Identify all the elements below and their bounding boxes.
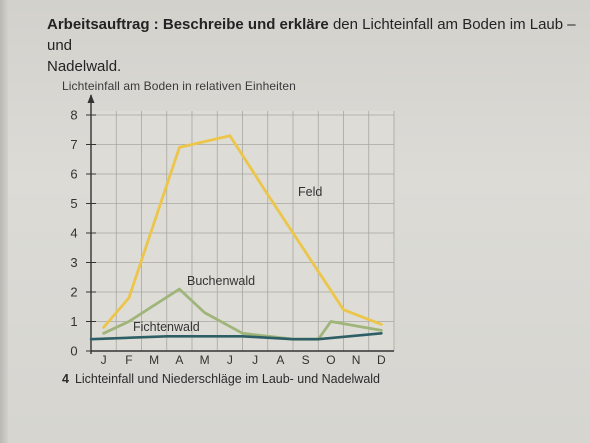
- task-label: Arbeitsauftrag :: [47, 16, 159, 33]
- y-axis-arrow-icon: [87, 94, 95, 103]
- x-tick-label: J: [101, 353, 107, 367]
- y-tick-label: 8: [70, 108, 77, 123]
- y-tick-label: 5: [70, 196, 77, 211]
- task-instruction: Arbeitsauftrag : Beschreibe und erkläre …: [47, 14, 587, 77]
- x-tick-label: D: [377, 353, 386, 367]
- x-tick-label: F: [125, 353, 132, 367]
- x-tick-label: O: [326, 353, 335, 367]
- figure-caption: 4 Lichteinfall und Niederschläge im Laub-…: [62, 372, 380, 386]
- x-tick-label: M: [149, 353, 159, 367]
- caption-text: Lichteinfall und Niederschläge im Laub- …: [74, 372, 381, 386]
- chart-title: Lichteinfall am Boden in relativen Einhe…: [62, 79, 296, 93]
- y-tick-label: 0: [70, 344, 77, 359]
- y-tick-label: 7: [70, 137, 77, 152]
- x-tick-label: A: [276, 353, 284, 367]
- x-tick-label: M: [200, 353, 210, 367]
- x-tick-label: N: [352, 353, 361, 367]
- y-tick-label: 3: [70, 255, 77, 270]
- series-label-feld: Feld: [298, 185, 322, 199]
- x-tick-label: A: [175, 353, 183, 367]
- x-tick-label: S: [302, 353, 310, 367]
- series-label-fichtenwald: Fichtenwald: [133, 320, 200, 334]
- x-tick-label: J: [227, 353, 233, 367]
- y-tick-label: 1: [70, 314, 77, 329]
- task-text-line1: den Lichteinfall am Boden im Laub – und: [47, 16, 576, 54]
- y-tick-label: 2: [70, 285, 77, 300]
- task-text-line2: Nadelwald.: [47, 58, 122, 75]
- series-label-buchenwald: Buchenwald: [187, 274, 255, 288]
- y-tick-label: 6: [70, 167, 77, 182]
- x-tick-label: J: [252, 353, 258, 367]
- series-line-fichtenwald: [89, 332, 383, 341]
- task-bold-text: Beschreibe und erkläre: [162, 16, 329, 33]
- caption-number: 4: [62, 372, 69, 386]
- y-tick-label: 4: [70, 226, 77, 241]
- page-edge: [0, 0, 8, 443]
